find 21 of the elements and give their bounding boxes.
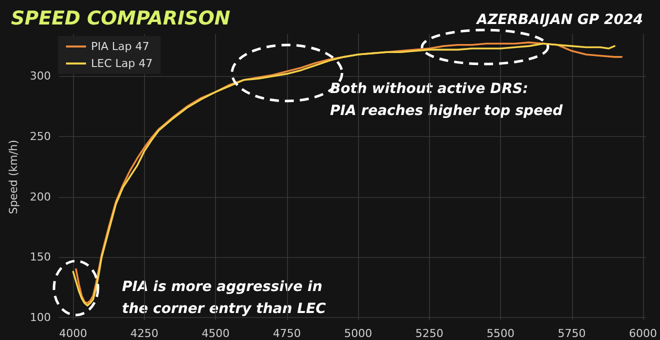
y-axis-title: Speed (km/h) — [7, 140, 20, 214]
legend-label: PIA Lap 47 — [91, 40, 150, 53]
annotation: Both without active DRS: PIA reaches higher top speed — [330, 81, 564, 119]
legend-label: LEC Lap 47 — [91, 57, 153, 70]
x-tick-label: 5750 — [558, 327, 586, 340]
y-tick-label: 100 — [30, 311, 51, 324]
x-tick-label: 4000 — [59, 327, 88, 340]
chart-subtitle: AZERBAIJAN GP 2024 — [476, 12, 644, 28]
x-tick-label: 4250 — [130, 327, 158, 340]
x-tick-label: 6000 — [629, 327, 658, 340]
x-tick-label: 4500 — [202, 327, 230, 340]
y-tick-label: 150 — [30, 250, 51, 264]
x-tick-label: 5000 — [344, 327, 372, 340]
y-tick-label: 250 — [30, 130, 51, 144]
y-tick-label: 200 — [30, 190, 51, 204]
chart-title: SPEED COMPARISON — [11, 8, 230, 30]
annotation: PIA is more aggressive in the corner entry than LEC — [122, 279, 327, 317]
y-tick-label: 300 — [30, 70, 51, 83]
x-tick-label: 5250 — [415, 327, 444, 340]
x-tick-label: 5500 — [486, 327, 515, 340]
x-tick-label: 4750 — [272, 327, 301, 340]
